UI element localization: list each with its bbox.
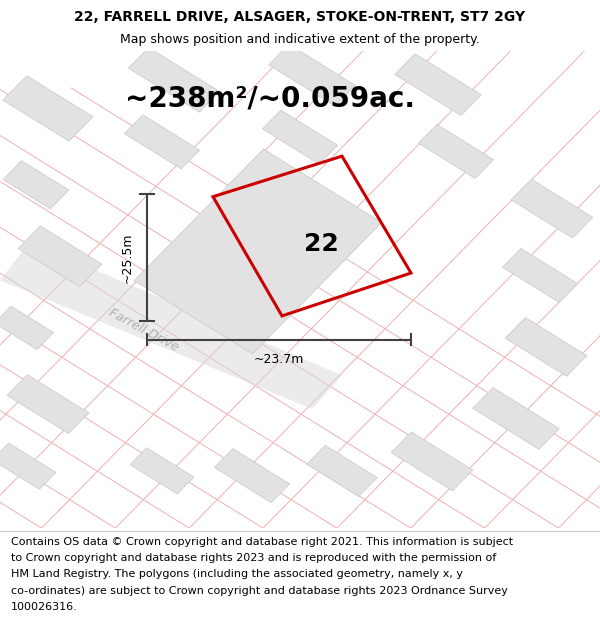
- Polygon shape: [128, 48, 220, 112]
- Polygon shape: [473, 388, 559, 449]
- Polygon shape: [307, 446, 377, 496]
- Text: 22: 22: [304, 232, 338, 256]
- Text: ~25.5m: ~25.5m: [121, 232, 134, 282]
- Polygon shape: [214, 449, 290, 503]
- Text: Contains OS data © Crown copyright and database right 2021. This information is : Contains OS data © Crown copyright and d…: [11, 537, 513, 547]
- Text: to Crown copyright and database rights 2023 and is reproduced with the permissio: to Crown copyright and database rights 2…: [11, 553, 496, 563]
- Polygon shape: [0, 443, 56, 489]
- Polygon shape: [511, 179, 593, 238]
- Text: 100026316.: 100026316.: [11, 602, 77, 612]
- Text: ~23.7m: ~23.7m: [254, 353, 304, 366]
- Text: Farrell Drive: Farrell Drive: [107, 306, 181, 354]
- Polygon shape: [269, 44, 355, 106]
- Text: ~238m²/~0.059ac.: ~238m²/~0.059ac.: [125, 84, 415, 112]
- Polygon shape: [502, 248, 578, 302]
- Polygon shape: [391, 432, 473, 491]
- Polygon shape: [134, 149, 382, 354]
- Polygon shape: [124, 115, 200, 169]
- Text: co-ordinates) are subject to Crown copyright and database rights 2023 Ordnance S: co-ordinates) are subject to Crown copyr…: [11, 586, 508, 596]
- Polygon shape: [3, 161, 69, 209]
- Text: Map shows position and indicative extent of the property.: Map shows position and indicative extent…: [120, 33, 480, 46]
- Polygon shape: [3, 76, 93, 141]
- Polygon shape: [418, 124, 494, 178]
- Polygon shape: [18, 226, 102, 287]
- Polygon shape: [0, 306, 53, 349]
- Polygon shape: [505, 318, 587, 376]
- Text: 22, FARRELL DRIVE, ALSAGER, STOKE-ON-TRENT, ST7 2GY: 22, FARRELL DRIVE, ALSAGER, STOKE-ON-TRE…: [74, 10, 526, 24]
- Text: HM Land Registry. The polygons (including the associated geometry, namely x, y: HM Land Registry. The polygons (includin…: [11, 569, 463, 579]
- Polygon shape: [262, 110, 338, 164]
- Polygon shape: [7, 375, 89, 434]
- Polygon shape: [130, 448, 194, 494]
- Polygon shape: [395, 54, 481, 116]
- Polygon shape: [0, 242, 342, 409]
